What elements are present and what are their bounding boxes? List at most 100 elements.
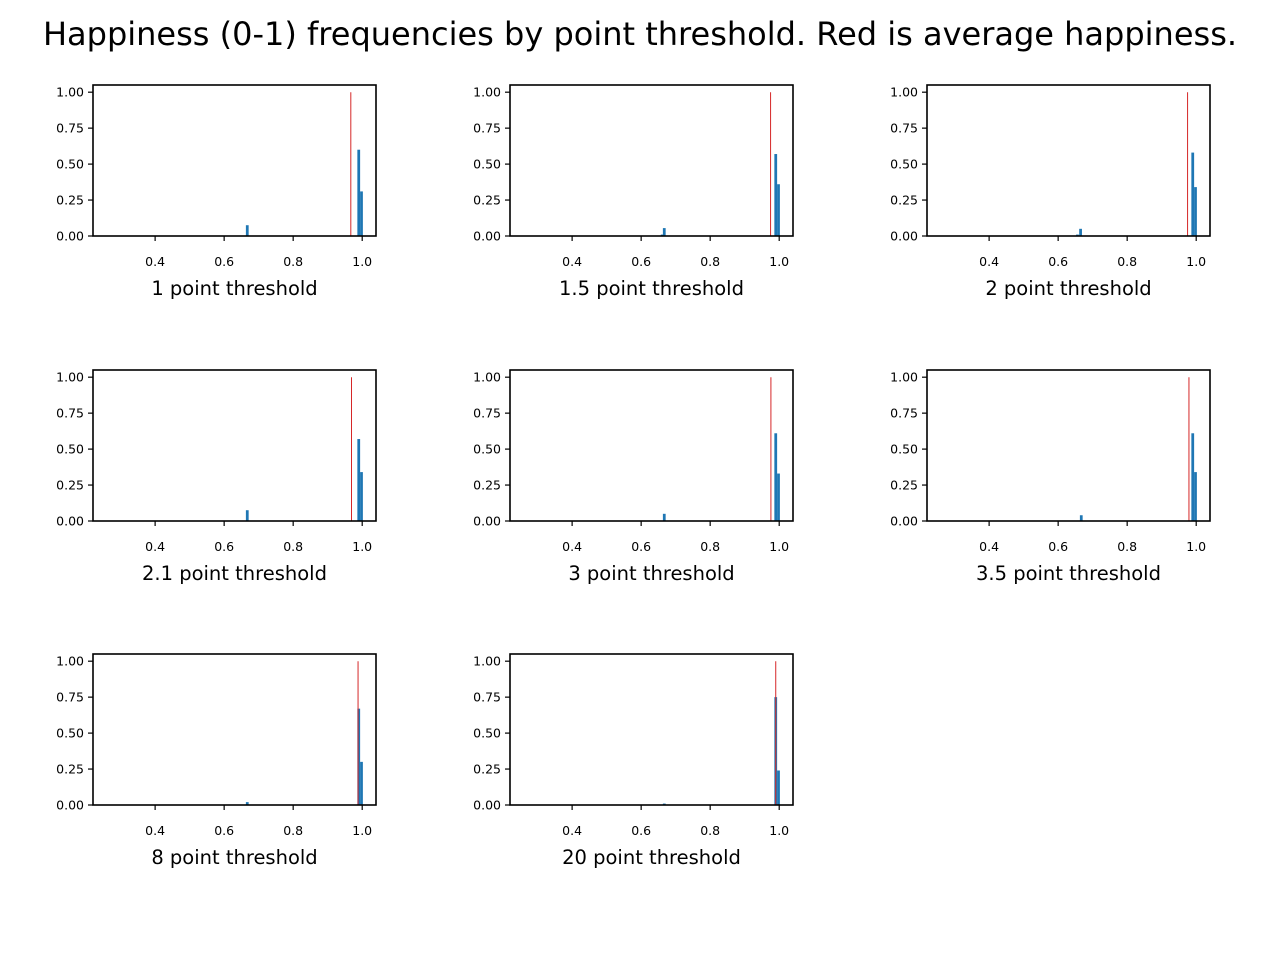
y-tick-label: 0.00 [56, 514, 84, 529]
y-tick-label: 1.00 [56, 85, 84, 100]
axes-frame [92, 653, 377, 806]
axes-frame [509, 653, 794, 806]
y-tick-label: 0.50 [473, 442, 501, 457]
histogram-bar [777, 473, 780, 521]
x-axis-label: 2 point threshold [985, 277, 1151, 300]
y-tick-label: 1.00 [473, 85, 501, 100]
histogram-bar [777, 184, 780, 236]
histogram-bar [1191, 152, 1195, 236]
x-tick-label: 0.8 [283, 539, 303, 554]
subplot-1: 0.00 0.25 0.50 0.75 1.00 0.4 0.6 0.8 1.0 1 point … [56, 84, 377, 300]
y-tick-label: 0.00 [890, 514, 918, 529]
x-tick-label: 0.4 [145, 823, 165, 838]
y-tick-label: 0.50 [890, 157, 918, 172]
histogram-bar [1194, 472, 1197, 521]
y-tick-label: 1.00 [890, 85, 918, 100]
x-tick-label: 0.4 [562, 539, 582, 554]
y-tick-label: 0.75 [473, 121, 501, 136]
y-tick-label: 1.00 [890, 370, 918, 385]
x-tick-label: 1.0 [769, 254, 789, 269]
histogram-bar [357, 708, 361, 805]
axes-frame [92, 84, 377, 237]
x-tick-label: 0.4 [562, 254, 582, 269]
x-axis-label: 2.1 point threshold [142, 562, 327, 585]
x-tick-label: 0.8 [283, 254, 303, 269]
x-tick-label: 0.8 [700, 823, 720, 838]
y-tick-label: 1.00 [473, 654, 501, 669]
x-tick-label: 0.4 [562, 823, 582, 838]
x-tick-label: 0.6 [1048, 539, 1068, 554]
x-tick-label: 1.0 [352, 539, 372, 554]
x-tick-label: 0.4 [145, 254, 165, 269]
x-tick-label: 0.8 [283, 823, 303, 838]
y-tick-label: 0.50 [56, 442, 84, 457]
y-tick-label: 0.25 [56, 762, 84, 777]
axes-frame [509, 84, 794, 237]
axes-frame [926, 369, 1211, 522]
y-tick-label: 0.75 [473, 690, 501, 705]
y-tick-label: 0.00 [473, 514, 501, 529]
subplot-3: 0.00 0.25 0.50 0.75 1.00 0.4 0.6 0.8 1.0 2 point … [890, 84, 1211, 300]
x-tick-label: 1.0 [352, 823, 372, 838]
histogram-bar [357, 439, 361, 521]
y-tick-label: 0.75 [890, 121, 918, 136]
y-tick-label: 0.00 [890, 229, 918, 244]
x-axis-label: 1 point threshold [151, 277, 317, 300]
subplot-6: 0.00 0.25 0.50 0.75 1.00 0.4 0.6 0.8 1.0 3.5 poin… [890, 369, 1211, 585]
x-axis-label: 1.5 point threshold [559, 277, 744, 300]
y-tick-label: 0.00 [56, 229, 84, 244]
y-tick-label: 0.50 [56, 157, 84, 172]
y-tick-label: 0.00 [473, 798, 501, 813]
histogram-bar [360, 191, 363, 236]
x-tick-label: 0.8 [700, 254, 720, 269]
histogram-bar [774, 154, 778, 236]
x-tick-label: 0.6 [214, 823, 234, 838]
x-tick-label: 1.0 [769, 539, 789, 554]
histogram-bar [245, 225, 249, 236]
x-tick-label: 0.8 [700, 539, 720, 554]
x-tick-label: 0.6 [631, 539, 651, 554]
x-tick-label: 0.6 [214, 539, 234, 554]
y-tick-label: 0.25 [473, 478, 501, 493]
axes-frame [509, 369, 794, 522]
x-axis-label: 8 point threshold [151, 846, 317, 869]
x-axis-label: 3.5 point threshold [976, 562, 1161, 585]
y-tick-label: 1.00 [473, 370, 501, 385]
y-tick-label: 0.75 [56, 121, 84, 136]
subplot-grid: 0.00 0.25 0.50 0.75 1.00 0.4 0.6 0.8 1.0 1 point … [56, 84, 1211, 869]
x-tick-label: 0.4 [145, 539, 165, 554]
histogram-bar [360, 761, 363, 805]
histogram-bar [245, 510, 249, 521]
x-tick-label: 0.8 [1117, 254, 1137, 269]
y-tick-label: 0.50 [473, 157, 501, 172]
x-tick-label: 1.0 [1186, 539, 1206, 554]
subplot-8: 0.00 0.25 0.50 0.75 1.00 0.4 0.6 0.8 1.0 20 point… [473, 653, 794, 869]
x-axis-label: 20 point threshold [562, 846, 741, 869]
histogram-bar [1194, 187, 1197, 236]
y-tick-label: 0.25 [890, 478, 918, 493]
x-tick-label: 0.8 [1117, 539, 1137, 554]
y-tick-label: 0.25 [473, 193, 501, 208]
x-tick-label: 0.6 [631, 254, 651, 269]
y-tick-label: 0.25 [473, 762, 501, 777]
histogram-bar [360, 472, 363, 521]
x-axis-label: 3 point threshold [568, 562, 734, 585]
x-tick-label: 0.4 [979, 539, 999, 554]
histogram-bar [245, 802, 249, 805]
y-tick-label: 0.75 [890, 406, 918, 421]
y-tick-label: 0.75 [56, 690, 84, 705]
y-tick-label: 0.50 [890, 442, 918, 457]
y-tick-label: 1.00 [56, 654, 84, 669]
histogram-bar [1191, 433, 1195, 521]
axes-frame [92, 369, 377, 522]
subplot-2: 0.00 0.25 0.50 0.75 1.00 0.4 0.6 0.8 1.0 1.5 poin… [473, 84, 794, 300]
x-tick-label: 1.0 [769, 823, 789, 838]
x-tick-label: 1.0 [352, 254, 372, 269]
y-tick-label: 0.25 [56, 193, 84, 208]
histogram-bar [1079, 228, 1082, 236]
histogram-bar [662, 513, 666, 521]
histogram-bar [774, 433, 778, 521]
subplot-7: 0.00 0.25 0.50 0.75 1.00 0.4 0.6 0.8 1.0 8 point … [56, 653, 377, 869]
subplot-5: 0.00 0.25 0.50 0.75 1.00 0.4 0.6 0.8 1.0 3 point … [473, 369, 794, 585]
